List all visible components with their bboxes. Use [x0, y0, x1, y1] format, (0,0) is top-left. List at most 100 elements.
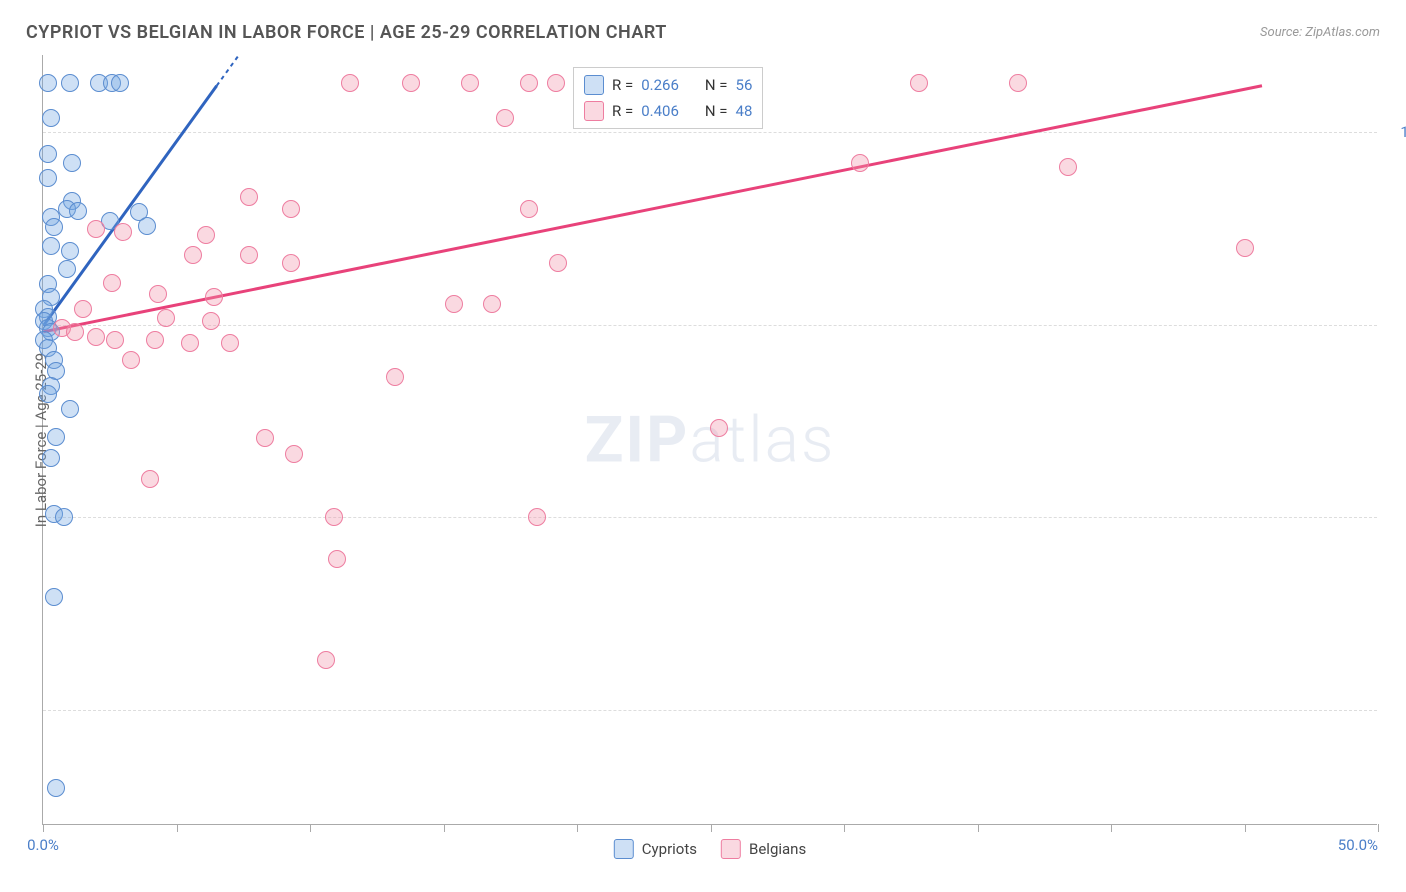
scatter-point [240, 246, 258, 264]
scatter-point [106, 331, 124, 349]
scatter-point [282, 254, 300, 272]
source-attribution: Source: ZipAtlas.com [1260, 25, 1380, 40]
scatter-point [35, 300, 53, 318]
scatter-point [42, 237, 60, 255]
scatter-point [910, 74, 928, 92]
scatter-point [240, 188, 258, 206]
x-tick [844, 824, 845, 832]
scatter-point [122, 351, 140, 369]
scatter-point [61, 74, 79, 92]
stat-label-r: R = [612, 102, 633, 120]
scatter-point [114, 223, 132, 241]
gridline-h [43, 325, 1377, 326]
scatter-point [130, 203, 148, 221]
scatter-point [61, 400, 79, 418]
x-tick [577, 824, 578, 832]
gridline-h [43, 132, 1377, 133]
scatter-point [39, 74, 57, 92]
scatter-point [103, 274, 121, 292]
scatter-point [710, 419, 728, 437]
scatter-point [47, 428, 65, 446]
scatter-point [39, 169, 57, 187]
scatter-point [547, 74, 565, 92]
scatter-point [58, 200, 76, 218]
x-tick [711, 824, 712, 832]
scatter-point [103, 74, 121, 92]
scatter-point [42, 288, 60, 306]
stat-value-n-belgians: 48 [736, 102, 753, 120]
scatter-point [42, 208, 60, 226]
scatter-point [328, 550, 346, 568]
scatter-point [549, 254, 567, 272]
scatter-point [386, 368, 404, 386]
legend-stats-row-cypriots: R = 0.266 N = 56 [584, 72, 752, 98]
watermark: ZIPatlas [585, 402, 836, 477]
bottom-legend-item-cypriots: Cypriots [614, 839, 697, 859]
scatter-point [146, 331, 164, 349]
x-tick [310, 824, 311, 832]
bottom-legend-label: Cypriots [642, 840, 697, 858]
y-tick-label: 100.0% [1400, 123, 1406, 141]
scatter-point [461, 74, 479, 92]
scatter-point [87, 220, 105, 238]
stat-label-n: N = [705, 102, 728, 120]
scatter-point [63, 154, 81, 172]
scatter-point [45, 218, 63, 236]
scatter-point [66, 323, 84, 341]
x-tick [978, 824, 979, 832]
scatter-point [197, 226, 215, 244]
x-tick [444, 824, 445, 832]
scatter-point [341, 74, 359, 92]
chart-title: CYPRIOT VS BELGIAN IN LABOR FORCE | AGE … [26, 22, 667, 43]
scatter-point [138, 217, 156, 235]
scatter-point [74, 300, 92, 318]
scatter-point [47, 779, 65, 797]
scatter-point [61, 242, 79, 260]
scatter-point [256, 429, 274, 447]
scatter-point [520, 74, 538, 92]
scatter-point [181, 334, 199, 352]
bottom-legend-item-belgians: Belgians [721, 839, 806, 859]
bottom-legend: Cypriots Belgians [614, 839, 806, 859]
stat-value-r-cypriots: 0.266 [641, 76, 679, 94]
scatter-point [42, 109, 60, 127]
x-tick [43, 824, 44, 832]
scatter-point [445, 295, 463, 313]
scatter-point [317, 651, 335, 669]
scatter-point [1059, 158, 1077, 176]
scatter-point [496, 109, 514, 127]
scatter-point [483, 295, 501, 313]
legend-swatch-belgians [584, 101, 604, 121]
scatter-point [63, 192, 81, 210]
scatter-point [39, 319, 57, 337]
scatter-point [520, 200, 538, 218]
x-tick [1378, 824, 1379, 832]
x-tick [177, 824, 178, 832]
scatter-point [47, 362, 65, 380]
legend-swatch-cypriots [614, 839, 634, 859]
scatter-point [101, 212, 119, 230]
legend-stats-row-belgians: R = 0.406 N = 48 [584, 98, 752, 124]
scatter-point [1009, 74, 1027, 92]
scatter-point [35, 331, 53, 349]
regression-line-extension [217, 55, 243, 86]
x-tick-label: 50.0% [1338, 836, 1378, 854]
scatter-point [184, 246, 202, 264]
regression-line [43, 86, 216, 326]
scatter-point [402, 74, 420, 92]
gridline-h [43, 517, 1377, 518]
x-tick [1111, 824, 1112, 832]
stat-label-n: N = [705, 76, 728, 94]
scatter-point [69, 202, 87, 220]
gridline-h [43, 710, 1377, 711]
scatter-point [90, 74, 108, 92]
scatter-point [42, 323, 60, 341]
scatter-point [205, 288, 223, 306]
scatter-point [202, 312, 220, 330]
scatter-point [221, 334, 239, 352]
scatter-point [851, 154, 869, 172]
scatter-point [39, 275, 57, 293]
legend-stats-box: R = 0.266 N = 56 R = 0.406 N = 48 [573, 67, 763, 129]
legend-swatch-cypriots [584, 75, 604, 95]
scatter-point [285, 445, 303, 463]
